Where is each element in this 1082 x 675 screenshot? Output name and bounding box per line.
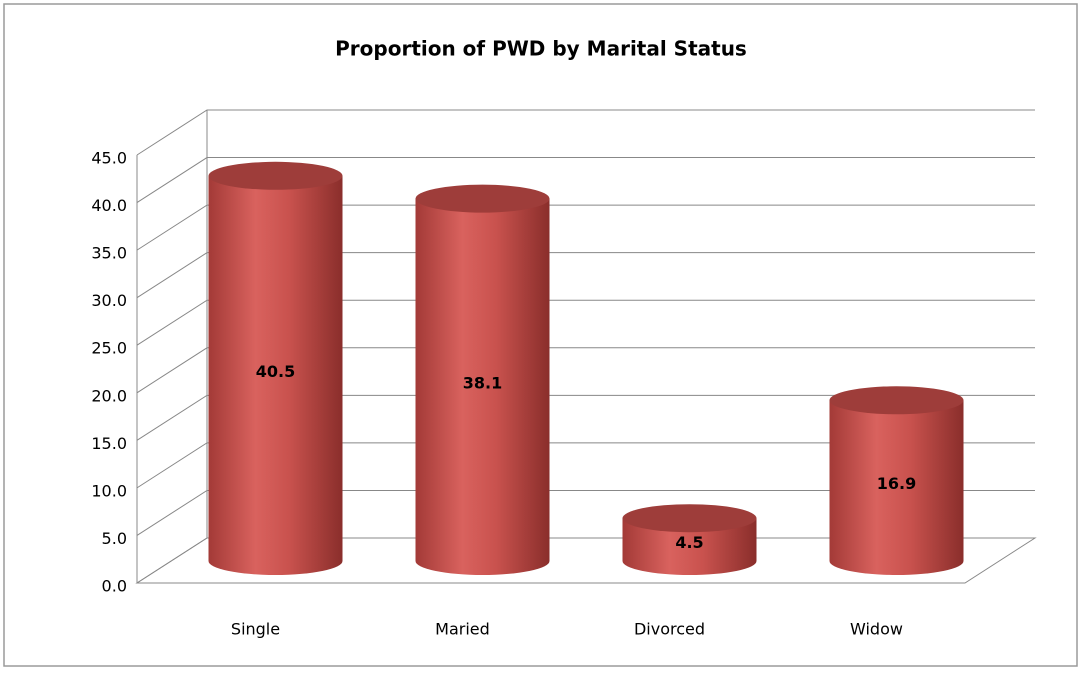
grid-line	[136, 442, 1035, 489]
cylinder-top	[829, 386, 964, 415]
cylinder-body	[415, 198, 550, 576]
y-tick-label: 35.0	[91, 244, 127, 263]
x-tick-label: Single	[231, 620, 280, 639]
y-tick-label: 40.0	[91, 196, 127, 215]
y-tick-label: 10.0	[91, 481, 127, 500]
value-label: 4.5	[675, 533, 703, 552]
y-tick-label: 5.0	[102, 529, 127, 548]
y-tick-label: 20.0	[91, 386, 127, 405]
grid-line	[136, 299, 1035, 346]
value-label: 16.9	[877, 474, 916, 493]
grid-line	[136, 204, 1035, 251]
grid-line	[136, 109, 1035, 156]
cylinder-top	[622, 504, 757, 533]
grid-line	[136, 537, 1035, 584]
cylinder-body	[208, 175, 343, 576]
cylinder-body	[622, 518, 757, 575]
grid-line	[136, 394, 1035, 441]
y-tick-label: 25.0	[91, 339, 127, 358]
chart-title: Proportion of PWD by Marital Status	[335, 37, 747, 61]
y-tick-label: 15.0	[91, 434, 127, 453]
y-tick-label: 45.0	[91, 149, 127, 168]
x-tick-label: Maried	[435, 620, 490, 639]
cylinder-top	[415, 184, 550, 213]
grid-line	[136, 252, 1035, 299]
grid-line	[136, 157, 1035, 203]
grid-line	[136, 489, 1035, 536]
x-tick-label: Divorced	[634, 620, 705, 639]
x-tick-label: Widow	[850, 620, 903, 639]
value-label: 38.1	[463, 373, 502, 392]
y-tick-label: 0.0	[102, 577, 127, 596]
value-label: 40.5	[256, 362, 295, 381]
y-tick-label: 30.0	[91, 291, 127, 310]
cylinder-body	[829, 400, 964, 575]
grid-line	[136, 347, 1035, 394]
cylinder-top	[208, 161, 343, 190]
